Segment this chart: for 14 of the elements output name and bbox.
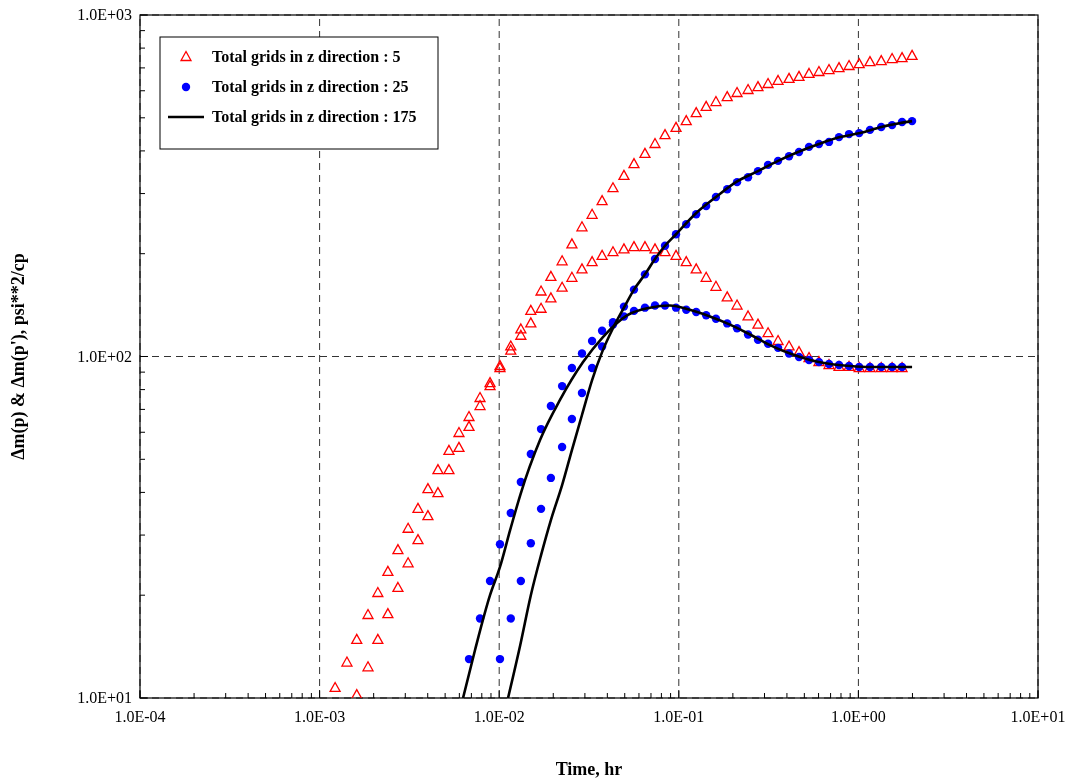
x-tick-label: 1.0E-03 — [294, 708, 346, 725]
legend-label: Total grids in z direction : 5 — [212, 48, 401, 66]
x-tick-label: 1.0E-01 — [653, 708, 705, 725]
x-tick-label: 1.0E-04 — [114, 708, 166, 725]
x-tick-label: 1.0E+01 — [1010, 708, 1066, 725]
legend-label: Total grids in z direction : 25 — [212, 78, 409, 96]
x-tick-label: 1.0E+00 — [831, 708, 886, 725]
y-tick-label: 1.0E+02 — [77, 347, 132, 365]
x-tick-label: 1.0E-02 — [473, 708, 525, 725]
x-axis-title: Time, hr — [555, 759, 623, 779]
y-tick-label: 1.0E+01 — [77, 689, 132, 706]
y-tick-label: 1.0E+03 — [77, 6, 132, 23]
y-axis-title: Δm(p) & Δm(p'), psi**2/cp — [8, 253, 29, 460]
legend-label: Total grids in z direction : 175 — [212, 108, 417, 126]
